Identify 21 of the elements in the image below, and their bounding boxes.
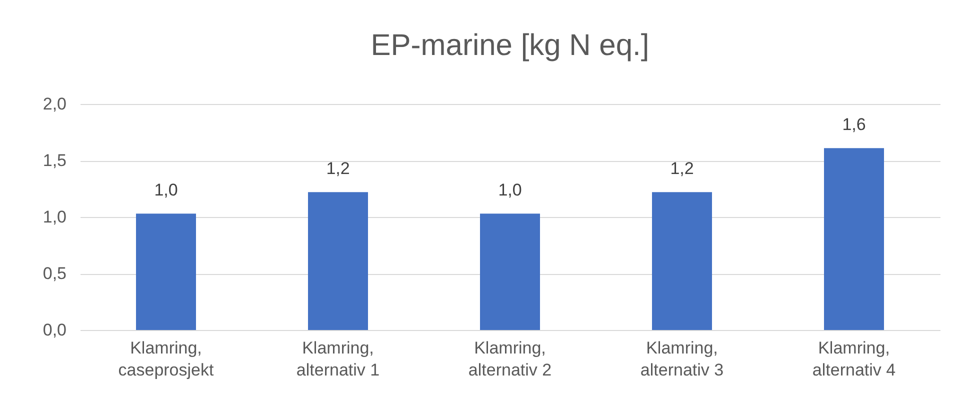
y-tick-label: 0,0 [42,320,66,340]
x-tick-label: Klamring, alternativ 4 [812,338,896,380]
x-tick-label: Klamring, caseprosjekt [118,338,214,380]
bar [308,192,368,330]
y-tick-label: 1,0 [42,208,66,226]
bar [652,192,712,330]
data-label: 1,0 [498,180,522,200]
data-label: 1,2 [326,159,350,178]
x-tick-label: Klamring, alternativ 1 [296,338,380,380]
chart-title: EP-marine [kg N eq.] [370,29,650,62]
bar [136,214,196,330]
y-tick-label: 1,5 [42,151,66,170]
bar [480,214,540,330]
data-label: 1,2 [670,159,694,178]
y-tick-label: 0,5 [42,264,66,283]
bar [824,148,884,330]
data-label: 1,0 [154,180,178,200]
x-tick-label: Klamring, alternativ 2 [468,338,552,380]
x-tick-label: Klamring, alternativ 3 [640,338,724,380]
data-label: 1,6 [842,115,866,134]
y-tick-label: 2,0 [42,94,66,114]
